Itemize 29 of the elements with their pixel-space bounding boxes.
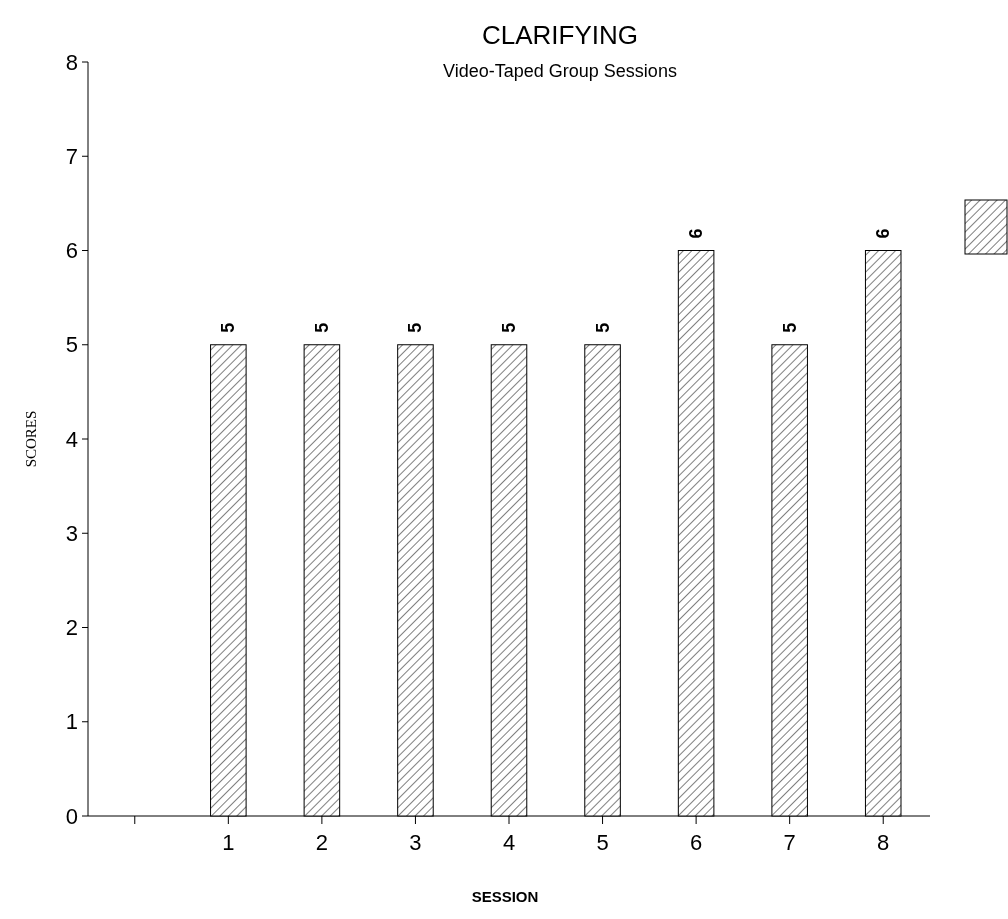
x-tick-label: 6	[689, 830, 703, 855]
x-tick-label: 4	[502, 830, 516, 855]
y-tick-label: 6	[65, 238, 78, 264]
chart-subtitle: Video-Taped Group Sessions	[443, 61, 677, 81]
x-tick-label: 2	[315, 830, 329, 855]
x-tick-label: 7	[783, 830, 796, 855]
y-tick-label: 1	[65, 709, 78, 735]
x-tick-label: 1	[222, 830, 235, 855]
y-tick-label: 8	[65, 49, 78, 75]
data-label: 5	[405, 322, 426, 333]
data-label: 5	[592, 322, 613, 333]
y-tick-label: 0	[65, 803, 78, 829]
y-tick-label: 2	[65, 615, 78, 641]
chart-title: CLARIFYING	[481, 20, 639, 50]
data-label: 5	[311, 322, 332, 333]
data-label: 5	[499, 322, 519, 333]
x-tick-label: 5	[596, 830, 609, 855]
y-tick-label: 5	[65, 332, 78, 358]
y-tick-label: 3	[65, 520, 78, 546]
y-tick-label: 4	[65, 426, 78, 452]
data-label: 5	[779, 322, 800, 333]
x-axis-title: SESSION	[471, 888, 539, 905]
data-label: 5	[218, 322, 239, 333]
x-tick-label: 3	[409, 830, 422, 855]
data-label: 6	[686, 228, 707, 239]
y-axis-title: SCORES	[23, 410, 39, 468]
x-tick-label: 8	[877, 830, 890, 855]
y-tick-label: 7	[65, 143, 78, 169]
data-label: 6	[873, 228, 894, 239]
